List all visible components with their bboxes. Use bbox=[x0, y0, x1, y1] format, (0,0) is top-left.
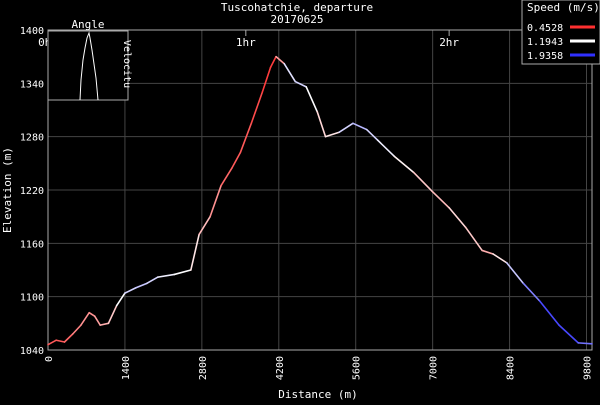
y-axis-label: Elevation (m) bbox=[1, 147, 14, 233]
elevation-segment bbox=[239, 122, 253, 154]
elevation-segment bbox=[352, 122, 368, 131]
elevation-segment bbox=[431, 190, 450, 209]
elevation-segment bbox=[464, 226, 483, 252]
y-tick-label: 1100 bbox=[20, 293, 44, 304]
y-tick-label: 1040 bbox=[20, 346, 44, 357]
chart-subtitle: 20170625 bbox=[271, 13, 324, 26]
elevation-segment bbox=[316, 110, 327, 138]
legend-entries: 0.4528 1.1943 1.9358 bbox=[527, 23, 595, 62]
elevation-segment bbox=[71, 324, 82, 335]
elevation-segment bbox=[80, 311, 91, 326]
elevation-segment bbox=[88, 311, 96, 318]
time-marker-label: 1hr bbox=[236, 36, 256, 49]
legend: Speed (m/s) 0.4528 1.1943 1.9358 bbox=[521, 0, 600, 65]
x-tick-label: 1400 bbox=[121, 356, 132, 380]
elevation-segment bbox=[538, 300, 560, 326]
elevation-segment bbox=[198, 215, 211, 236]
legend-entry-label: 1.1943 bbox=[527, 37, 563, 48]
elevation-segment bbox=[294, 80, 308, 88]
elevation-segment bbox=[146, 276, 159, 285]
elevation-segment bbox=[448, 206, 467, 229]
elevation-segment bbox=[231, 151, 242, 169]
elevation-segment bbox=[135, 282, 148, 289]
elevation-segment bbox=[115, 292, 126, 307]
angle-inset: Angle Velocitu bbox=[47, 18, 132, 101]
elevation-segment bbox=[412, 171, 434, 193]
elevation-segment bbox=[365, 128, 379, 142]
x-tick-label: 9800 bbox=[583, 356, 594, 380]
elevation-segment bbox=[481, 249, 494, 255]
elevation-segment bbox=[250, 91, 264, 125]
elevation-segment bbox=[283, 62, 297, 83]
y-tick-label: 1400 bbox=[20, 26, 44, 37]
elevation-segment bbox=[275, 55, 286, 65]
elevation-segment bbox=[55, 339, 66, 343]
y-tick-label: 1340 bbox=[20, 79, 44, 90]
time-marker-label: 2hr bbox=[439, 36, 459, 49]
elevation-segment bbox=[506, 262, 525, 285]
legend-entry-label: 0.4528 bbox=[527, 23, 563, 34]
y-tick-label: 1160 bbox=[20, 239, 44, 250]
elevation-segment bbox=[261, 66, 272, 94]
elevation-segment bbox=[107, 304, 118, 325]
x-tick-label: 0 bbox=[44, 356, 55, 362]
inset-frame bbox=[47, 30, 129, 101]
x-tick-label: 7000 bbox=[429, 356, 440, 380]
elevation-segment bbox=[492, 253, 508, 264]
x-axis-label: Distance (m) bbox=[278, 388, 357, 400]
x-tick-label: 2800 bbox=[198, 356, 209, 380]
inset-angle-curve bbox=[79, 31, 99, 101]
elevation-segment bbox=[157, 273, 176, 278]
elevation-segment bbox=[558, 324, 580, 344]
elevation-series bbox=[47, 55, 593, 346]
elevation-segment bbox=[269, 55, 277, 69]
grid-lines bbox=[47, 29, 592, 351]
inset-side-label: Velocitu bbox=[121, 40, 132, 88]
elevation-segment bbox=[393, 155, 415, 174]
elevation-segment bbox=[338, 122, 354, 134]
elevation-segment bbox=[305, 86, 319, 113]
x-tick-label: 4200 bbox=[275, 356, 286, 380]
y-tick-label: 1280 bbox=[20, 133, 44, 144]
inset-title: Angle bbox=[71, 18, 104, 31]
elevation-segment bbox=[99, 322, 110, 326]
elevation-segment bbox=[324, 131, 341, 138]
elevation-segment bbox=[577, 342, 593, 345]
legend-title: Speed (m/s) bbox=[527, 1, 600, 14]
elevation-segment bbox=[190, 233, 200, 271]
elevation-segment bbox=[63, 333, 74, 343]
elevation-segment bbox=[124, 286, 137, 294]
y-axis-ticks: 1040 1100 1160 1220 1280 1340 1400 bbox=[20, 26, 44, 357]
elevation-segment bbox=[376, 139, 395, 158]
legend-entry-label: 1.9358 bbox=[527, 51, 563, 62]
elevation-segment bbox=[220, 166, 233, 187]
elevation-segment bbox=[173, 269, 192, 276]
elevation-segment bbox=[209, 184, 222, 218]
elevation-segment bbox=[47, 339, 58, 346]
elevation-segment bbox=[522, 282, 541, 302]
y-tick-label: 1220 bbox=[20, 186, 44, 197]
x-tick-label: 5600 bbox=[352, 356, 363, 380]
legend-frame bbox=[521, 0, 600, 65]
x-axis-ticks: 0 1400 2800 4200 5600 7000 8400 9800 bbox=[44, 356, 594, 380]
chart-title: Tuscohatchie, departure bbox=[221, 1, 373, 14]
plot-frame bbox=[47, 29, 593, 351]
elevation-segment bbox=[93, 315, 102, 326]
x-tick-label: 8400 bbox=[506, 356, 517, 380]
